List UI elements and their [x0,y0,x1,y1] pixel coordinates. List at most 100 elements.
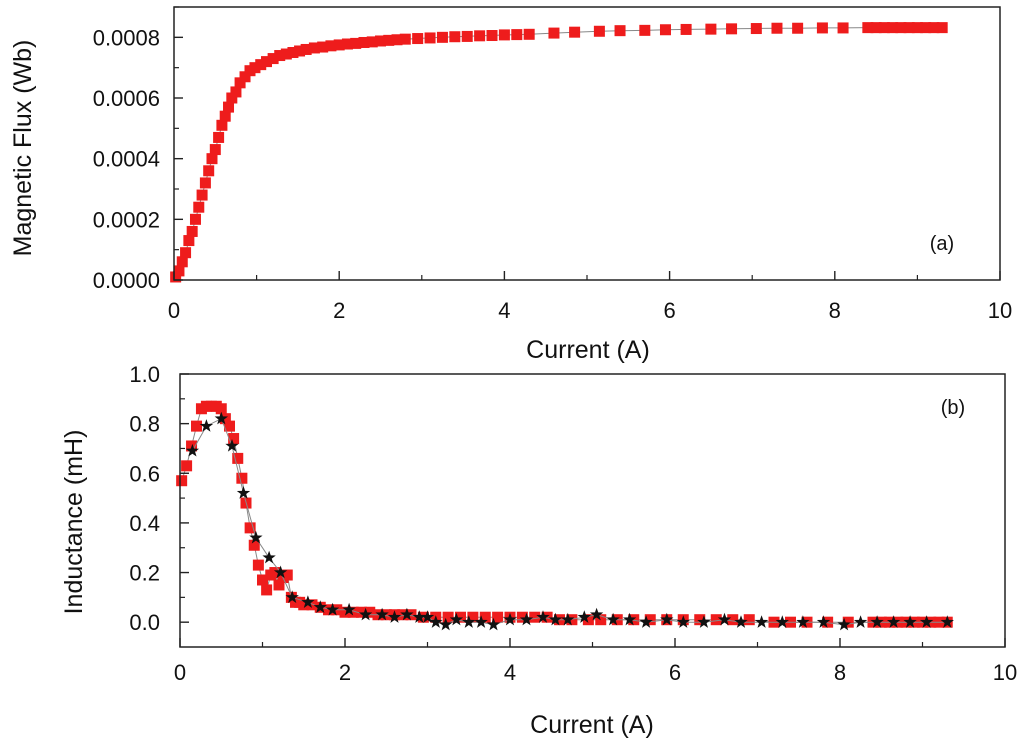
panel-a-series-0-point [261,56,273,68]
panel-a-series-0-point [569,26,581,38]
panel-a-series-0-point [203,165,215,177]
panel-a-series-0-point [180,247,192,259]
panel-b-series-0-point [306,599,318,611]
panel-b-x-tick-label: 2 [339,660,351,685]
panel-b-series-0-point [442,611,454,623]
panel-b-series-0-point [269,567,281,579]
panel-b-series-0-point [261,584,273,596]
panel-a-series-0-point [523,28,535,40]
panel-a-series-0-point [486,30,498,42]
panel-b-x-axis-title: Current (A) [530,711,654,739]
panel-a-series-0-point [223,101,235,113]
panel-a-series-0-point [399,33,411,45]
panel-b-series-0-point [347,606,359,618]
panel-a-x-tick-label: 2 [333,298,345,323]
panel-a-series-0-point [792,22,804,34]
panel-b-series-0-point [176,475,188,487]
panel-b-ticks: 0 2 4 6 8 10 0.0 0.2 0.4 0.6 0.8 1.0 [129,362,1017,685]
panel-a-series-0-point [219,110,231,122]
panel-a-series-0-point [474,30,486,42]
panel-b-y-tick-label: 0.2 [129,561,160,586]
panel-a-series-0-point [895,22,907,34]
panel-b-series-1-connector-line [191,418,948,626]
panel-a-series-0-point [436,31,448,43]
panel-a-series-0-point [287,47,299,58]
panel-b-series-0-point [224,420,235,432]
panel-a-x-axis-title: Current (A) [526,336,650,364]
panel-b-y-tick-label: 0.4 [129,511,160,536]
panel-a-series-0-point [239,71,251,83]
panel-a-series-0-point [705,23,717,35]
panel-a-series-0-point [870,22,882,34]
panel-a-series-0-point [412,33,424,45]
panel-b-series-0-point [529,611,541,623]
panel-a-series-0-point [375,35,386,47]
panel-a-series-0-point [639,24,651,36]
panel-b-x-tick-label: 6 [669,660,681,685]
panel-a-y-tick-label: 0.0004 [93,147,160,172]
panel-b-series-0-point [298,599,310,611]
panel-b-series-1-point [853,615,868,628]
panel-a-y-tick-label: 0.0002 [93,207,160,232]
panel-a-y-tick-label: 0.0008 [93,25,160,50]
panel-b-series-0-point [219,413,231,425]
panel-b-series-0-point [822,616,834,628]
panel-b-data-layer [176,400,954,631]
panel-a-series-0-point [189,213,201,225]
panel-b-series-1-point [754,615,769,628]
panel-b-label: (b) [941,397,965,419]
panel-a-y-tick-label: 0.0000 [93,268,160,293]
panel-a-series-0-point [186,225,198,237]
panel-a-series-0-point [300,43,312,55]
panel-a-series-0-point [614,25,626,37]
panel-a-series-0-point [887,22,899,34]
panel-a-series-0-point [333,39,345,51]
panel-a-y-tick-label: 0.0006 [93,86,160,111]
panel-a-series-0-point [920,22,932,34]
panel-b-y-tick-label: 1.0 [129,362,160,387]
panel-a-series-0-point [511,29,523,41]
panel-a-series-0-point [341,38,353,50]
panel-b-series-0-point [595,614,607,626]
panel-b-series-0-point [516,611,528,623]
panel-b-x-tick-label: 10 [993,660,1017,685]
panel-a-series-0-point [255,59,267,71]
panel-b-series-0-point [397,609,409,621]
panel-b-series-0-point [644,614,656,626]
panel-b-series-1-point [262,550,276,564]
panel-a-series-0-point [183,235,195,247]
panel-b-series-0-point [228,433,240,445]
panel-a-x-tick-label: 8 [829,298,841,323]
panel-a-series-0-point [206,153,218,165]
panel-b-series-0-point [323,604,334,616]
panel-a-series-0-point [196,189,208,201]
panel-b-series-0-point [364,606,376,618]
panel-b-series-0-point [215,403,227,415]
panel-b-series-0-point [455,611,466,623]
panel-b-series-0-point [743,614,755,626]
panel-a-series-0-point [391,34,403,46]
panel-a-series-0-point [726,23,738,35]
panel-a-series-0-point [593,25,605,37]
panel-a-data-layer [170,22,948,283]
panel-a-series-0-point [461,30,473,42]
chart-panel-a: 0 2 4 6 8 10 0.0000 0.0002 0.0004 0.0006 0.0008 (a… [9,6,1012,364]
panel-b-y-axis-title: Inductance (mH) [60,430,88,615]
panel-a-series-0-point [226,92,238,104]
panel-b-series-0-point [181,460,193,472]
panel-a-series-0-point [816,22,828,34]
panel-b-series-0-point [628,614,640,626]
panel-a-series-0-point [280,48,292,60]
panel-a-series-0-point [750,23,762,35]
panel-b-series-0-point [339,606,351,618]
panel-a-series-0-point [449,31,461,43]
panel-b-series-0-point [479,611,491,623]
panel-a-series-0-point [936,22,948,34]
panel-b-y-tick-label: 0.0 [129,610,160,635]
panel-b-series-0-point [842,616,854,628]
panel-a-x-tick-label: 10 [988,298,1012,323]
panel-b-series-0-point [186,440,198,452]
panel-a-series-0-point [173,265,185,277]
panel-a-series-0-point [771,22,783,34]
